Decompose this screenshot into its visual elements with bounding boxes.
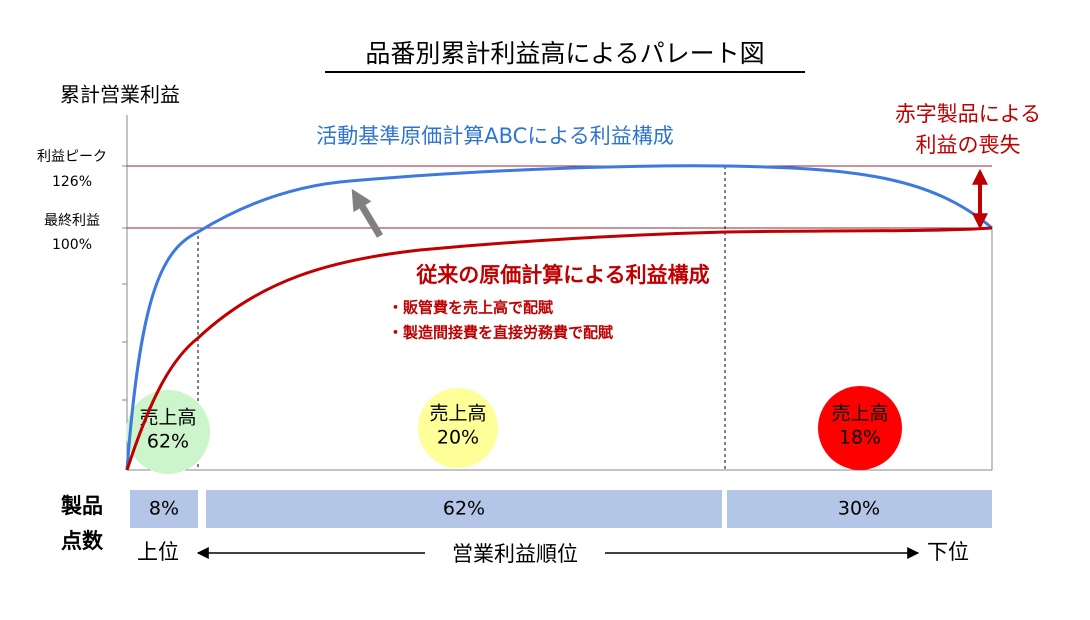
traditional-label: 従来の原価計算による利益構成 — [415, 263, 709, 287]
loss-label: 赤字製品による — [895, 102, 1041, 126]
sales-value: 18% — [839, 427, 881, 449]
rank-top: 上位 — [137, 540, 179, 564]
title: 品番別累計利益高によるパレート図 — [365, 39, 764, 68]
abc-label: 活動基準原価計算ABCによる利益構成 — [316, 124, 673, 148]
count-bar — [727, 490, 992, 528]
count-label: 点数 — [61, 529, 104, 553]
abc-curve — [125, 164, 993, 471]
sales-circle — [418, 388, 498, 468]
traditional-curve — [125, 226, 993, 471]
count-bar — [130, 490, 198, 528]
final-value: 100% — [52, 237, 92, 253]
rank-axis-label: 営業利益順位 — [452, 542, 578, 566]
count-value: 62% — [443, 498, 485, 520]
count-value: 30% — [838, 498, 880, 520]
sales-label: 売上高 — [139, 407, 196, 429]
sales-value: 62% — [147, 431, 189, 453]
peak-value: 126% — [52, 174, 92, 190]
sales-circle — [818, 386, 902, 470]
sales-value: 20% — [437, 427, 479, 449]
gray-arrow — [351, 188, 384, 238]
final-label: 最終利益 — [44, 213, 100, 229]
count-label: 製品 — [60, 494, 103, 518]
rank-label-bg — [425, 540, 605, 568]
sales-circle — [126, 390, 210, 474]
y-axis-label: 累計営業利益 — [60, 83, 180, 107]
y-ticks — [122, 165, 127, 401]
traditional-note: ・販管費を売上高で配賦 — [388, 299, 553, 317]
peak-label: 利益ピーク — [37, 149, 107, 165]
count-value: 8% — [149, 498, 179, 520]
loss-label: 利益の喪失 — [916, 133, 1021, 157]
sales-label: 売上高 — [429, 403, 486, 425]
rank-bottom: 下位 — [927, 540, 969, 564]
traditional-note: ・製造間接費を直接労務費で配賦 — [388, 324, 613, 342]
sales-label: 売上高 — [831, 403, 888, 425]
count-bar — [206, 490, 722, 528]
